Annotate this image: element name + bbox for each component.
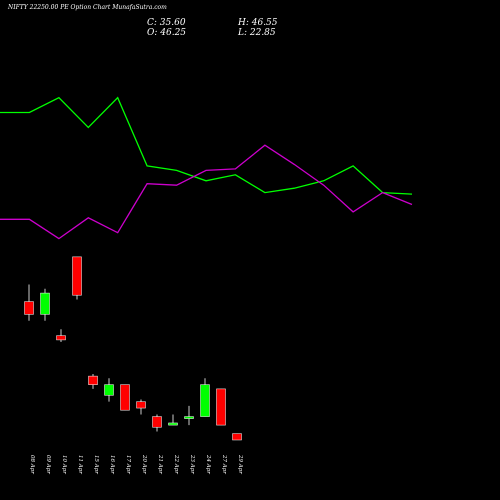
candle-body [88, 375, 98, 385]
x-tick-label: 24 Apr [205, 454, 211, 474]
candle-body [232, 433, 242, 441]
candle [200, 378, 210, 417]
high-value: H: 46.55 [238, 18, 278, 28]
candle-body [104, 384, 114, 396]
x-tick-label: 16 Apr [109, 455, 115, 474]
candle-body [24, 301, 34, 315]
x-tick-label: 23 Apr [189, 454, 195, 474]
candle-body [152, 416, 162, 428]
x-tick-label: 21 Apr [157, 454, 163, 474]
close-value: C: 35.60 [147, 18, 186, 28]
candle [40, 288, 50, 321]
candle [72, 256, 82, 300]
x-tick-label: 15 Apr [93, 455, 99, 474]
x-tick-label: 29 Apr [237, 454, 243, 474]
candle-body [168, 422, 178, 426]
x-tick-label: 27 Apr [221, 454, 227, 474]
x-tick-label: 20 Apr [141, 454, 147, 474]
chart-title: NIFTY 22250.00 PE Option Chart MunafaSut… [8, 4, 167, 11]
low-value: L: 22.85 [238, 28, 276, 38]
candle [136, 399, 146, 415]
candle-body [40, 292, 50, 315]
candle-body [136, 401, 146, 409]
candle [184, 405, 194, 426]
candle [232, 433, 242, 441]
candle-body [72, 256, 82, 296]
x-tick-label: 10 Apr [61, 455, 67, 474]
x-tick-label: 17 Apr [125, 455, 131, 474]
candle [104, 378, 114, 402]
candle [88, 373, 98, 389]
candle-body [200, 384, 210, 417]
candle [24, 284, 34, 321]
candle-body [120, 384, 130, 411]
indicator-lines [0, 96, 413, 240]
candles [24, 256, 242, 441]
candle [56, 329, 66, 343]
candle-body [216, 388, 226, 426]
candle-body [56, 335, 66, 341]
x-axis-labels: 08 Apr 09 Apr 10 Apr 11 Apr 15 Apr 16 Apr 17 A… [29, 454, 243, 474]
candle [152, 414, 162, 432]
x-tick-label: 09 Apr [45, 455, 51, 474]
x-tick-label: 08 Apr [29, 455, 35, 474]
candle [216, 388, 226, 426]
indicator-line-1 [0, 96, 413, 195]
candle-body [184, 416, 194, 419]
x-tick-label: 11 Apr [77, 455, 83, 474]
candle [120, 384, 130, 411]
candle [168, 414, 178, 426]
indicator-line-2 [0, 144, 413, 240]
open-value: O: 46.25 [147, 28, 187, 38]
x-tick-label: 22 Apr [173, 454, 179, 474]
